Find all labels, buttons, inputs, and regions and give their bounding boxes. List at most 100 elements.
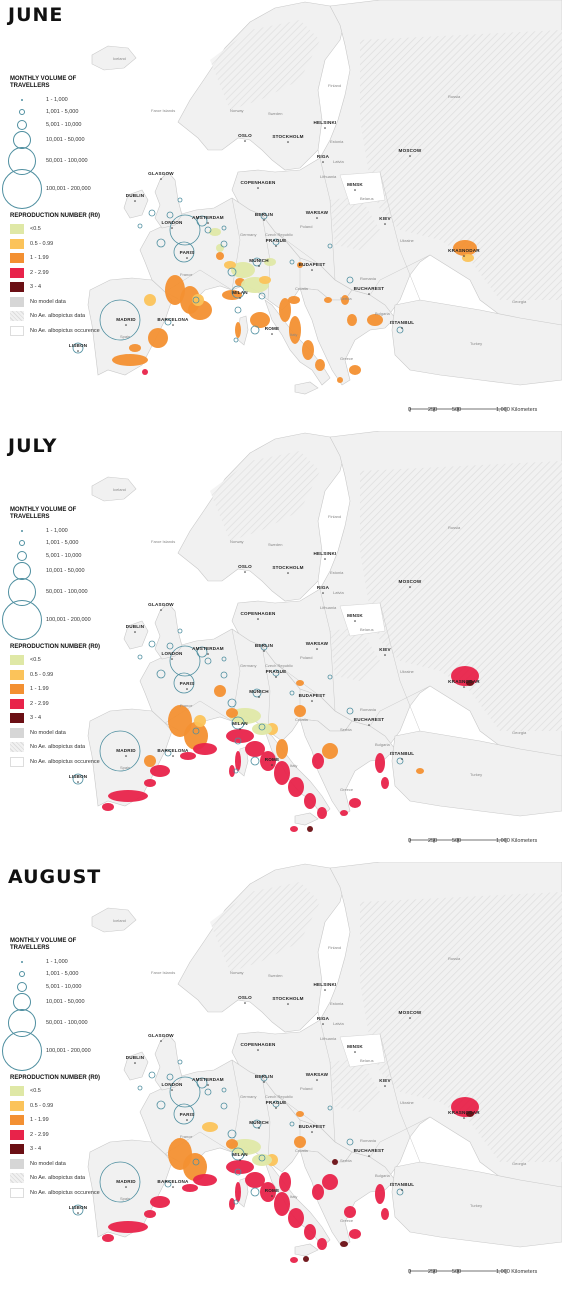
city-dot [77,781,79,783]
traveller-volume-ring [258,292,266,300]
risk-patch [340,1241,348,1247]
traveller-volume-ring [252,257,262,267]
traveller-volume-ring [156,238,166,248]
r0-legend-title: REPRODUCTION NUMBER (R0) [10,1075,100,1081]
r0-legend-row: 1 - 1.99 [10,251,160,266]
city-label: PRAGUE [266,669,287,674]
scale-bar-line [409,1269,507,1274]
month-title: JULY [8,435,58,457]
city-dot [324,127,326,129]
volume-legend-label: 50,001 - 100,000 [46,1020,88,1026]
scale-bar-tick-label: 250 [428,838,438,844]
country-label: Poland [300,1086,312,1091]
city-dot [244,571,246,573]
volume-legend-ring [17,550,27,561]
country-label: Croatia [295,1148,309,1153]
map-panel-august: Iceland Faroe Islands Norway Sweden Finland R… [0,862,562,1293]
country-label: Greece [340,356,354,361]
country-border [379,1033,421,1163]
traveller-volume-ring [396,1188,404,1196]
volume-legend-row: 1,001 - 5,000 [10,106,160,118]
city-dot [263,650,265,652]
traveller-volume-ring [396,326,404,334]
no-occurrence-area [339,171,386,206]
country-label: Norway [230,539,244,544]
r0-legend-swatch [10,727,24,738]
r0-legend-label: No model data [30,298,66,305]
traveller-volume-ring [250,756,260,766]
country-label: France [180,272,193,277]
city-dot [239,297,241,299]
traveller-volume-ring [289,1121,295,1127]
traveller-volume-ring [234,737,242,745]
volume-legend-ring [21,530,23,532]
volume-legend-label: 50,001 - 100,000 [46,589,88,595]
r0-legend-label: <0.5 [30,1088,41,1094]
risk-patch [290,1257,298,1263]
city-label: OSLO [238,564,252,569]
city-dot [463,1117,465,1119]
country-label: Iceland [113,487,126,492]
r0-legend-row: No Ae. albopictus data [10,309,160,324]
country-label: Latvia [333,590,344,595]
city-dot [186,688,188,690]
scale-bar: 0 250 500 1,000 Kilometers [408,838,558,854]
r0-legend-swatch [10,311,24,321]
r0-legend-label: 2 - 2.99 [30,700,49,707]
city-label: BARCELONA [157,317,189,322]
city-dot [287,1003,289,1005]
risk-patch [416,768,424,774]
traveller-volume-ring [137,1085,143,1091]
traveller-volume-ring [99,299,141,341]
city-label: COPENHAGEN [241,180,276,185]
country-label: Sweden [268,973,282,978]
city-dot [186,257,188,259]
r0-legend-title: REPRODUCTION NUMBER (R0) [10,644,100,650]
land-mass [391,730,562,817]
city-label: ROME [265,326,280,331]
traveller-volume-ring [227,698,237,708]
risk-patch [226,708,238,718]
traveller-volume-ring [156,669,166,679]
city-dot [463,255,465,257]
city-dot [172,1186,174,1188]
traveller-volume-ring [258,723,266,731]
volume-legend-row: 5,001 - 10,000 [10,549,160,562]
traveller-volume-ring [148,1071,156,1079]
risk-patch [216,252,224,260]
r0-legend-row: No model data [10,726,160,741]
country-label: Turkey [470,772,482,777]
city-label: GLASGOW [148,602,174,607]
city-dot [207,222,209,224]
city-label: MUNICH [249,1120,269,1125]
traveller-volume-ring [169,1076,201,1108]
r0-legend-label: <0.5 [30,226,41,232]
city-label: RIGA [317,154,330,159]
risk-patch [150,1196,170,1208]
country-label: Bulgaria [375,1173,390,1178]
city-dot [171,1089,173,1091]
risk-patch [259,276,271,284]
traveller-volume-ring [204,226,212,234]
volume-legend-row: 50,001 - 100,000 [8,147,160,175]
country-label: Romania [360,707,377,712]
r0-legend-swatch [10,1115,24,1125]
city-label: BARCELONA [157,748,189,753]
r0-legend-swatch [10,238,24,249]
country-label: Finland [328,83,341,88]
volume-legend-row: 5,001 - 10,000 [10,980,160,993]
city-label: KIEV [379,216,391,221]
r0-legend-row: <0.5 [10,653,160,668]
city-label: COPENHAGEN [241,611,276,616]
traveller-volume-ring [221,225,227,231]
city-dot [275,245,277,247]
land-mass [123,620,149,650]
r0-legend-swatch [10,253,24,263]
risk-patch [349,365,361,375]
country-label: Georgia [512,730,527,735]
no-occurrence-area [339,602,386,637]
city-dot [171,658,173,660]
r0-legend-swatch [10,1086,24,1096]
city-dot [401,1189,403,1191]
r0-legend-row: No Ae. albopictus occurence [10,1186,160,1201]
